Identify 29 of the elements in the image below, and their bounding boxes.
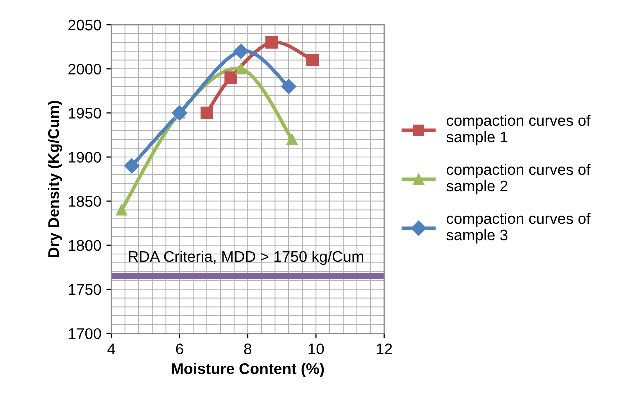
point bbox=[236, 64, 247, 75]
ref-line-label: RDA Criteria, MDD > 1750 kg/Cum bbox=[129, 250, 364, 266]
point bbox=[286, 134, 298, 146]
y-tick-label: 1800 bbox=[69, 240, 102, 252]
x-tick-label: 10 bbox=[308, 344, 324, 355]
x-tick-label: 12 bbox=[377, 344, 392, 354]
point bbox=[224, 72, 238, 84]
legend-label: compaction curves of sample 1 bbox=[446, 114, 591, 146]
point bbox=[281, 79, 296, 94]
x-tick-label: 8 bbox=[244, 344, 252, 355]
x-tick-label: 4 bbox=[108, 344, 116, 354]
x-tick-label: 6 bbox=[176, 344, 184, 355]
point bbox=[266, 36, 278, 49]
point bbox=[200, 106, 214, 120]
x-axis-title: Moisture Content (%) bbox=[172, 363, 324, 378]
point bbox=[234, 44, 249, 60]
y-tick-label: 1850 bbox=[69, 196, 102, 208]
y-axis-title: Dry Density (Kg/Cum) bbox=[48, 101, 62, 258]
point bbox=[116, 204, 128, 216]
point bbox=[306, 54, 320, 67]
y-tick-label: 1700 bbox=[69, 328, 102, 340]
y-tick-label: 1750 bbox=[69, 284, 102, 296]
y-tick-label: 1950 bbox=[69, 108, 102, 119]
legend-label: compaction curves of sample 2 bbox=[446, 164, 591, 195]
y-tick-label: 1900 bbox=[69, 152, 102, 163]
y-tick-label: 2050 bbox=[68, 20, 102, 31]
legend-label: compaction curves of sample 3 bbox=[446, 212, 591, 244]
y-tick-label: 2000 bbox=[68, 64, 102, 75]
point bbox=[124, 158, 140, 174]
